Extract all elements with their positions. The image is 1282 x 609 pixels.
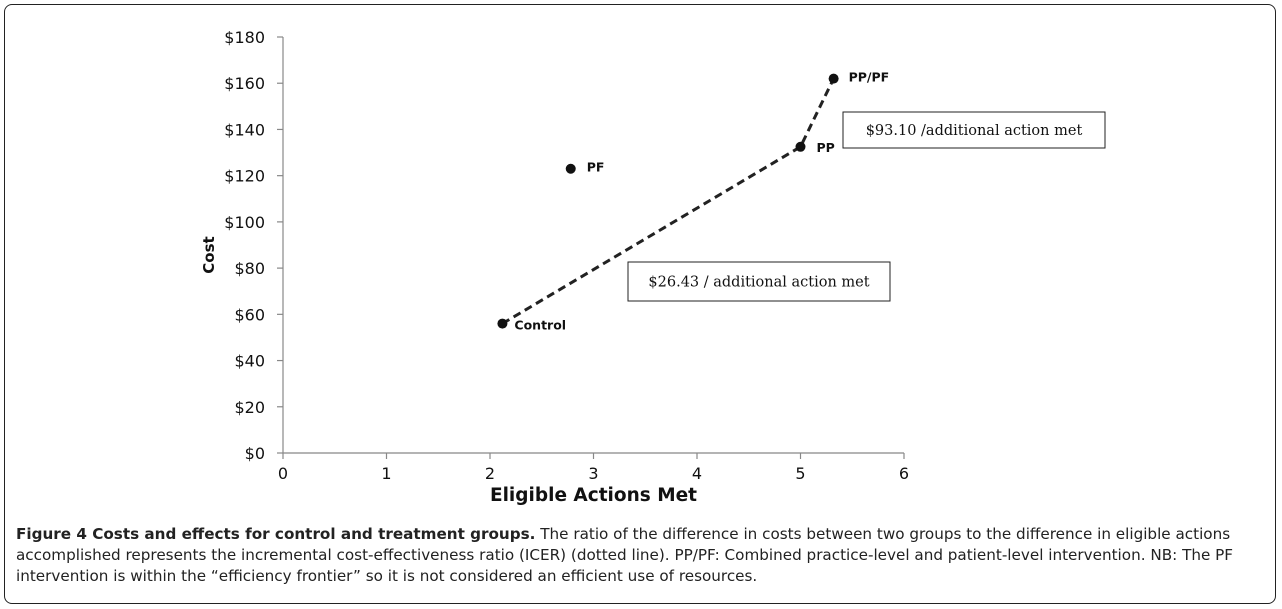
y-tick-label: $100 (224, 213, 265, 232)
caption-title: Figure 4 Costs and effects for control a… (16, 525, 536, 543)
data-point-label: PF (587, 160, 605, 175)
cost-effectiveness-chart: $0 $20 $40 $60 $80 $100 $120 $140 $160 $180 0 1 2 3 4 5… (200, 28, 1106, 506)
figure-caption: Figure 4 Costs and effects for control a… (16, 524, 1266, 587)
x-tick-label: 2 (485, 464, 495, 483)
caption-body: The ratio of the difference in costs bet… (16, 525, 1234, 585)
icer-annotation-pp-ppf-box (842, 111, 1106, 149)
y-tick-label: $180 (224, 28, 265, 47)
y-tick-label: $20 (234, 398, 265, 417)
axes (282, 37, 904, 454)
data-point-pf (565, 163, 576, 174)
x-tick-label: 4 (692, 464, 702, 483)
x-tick-label: 6 (899, 464, 909, 483)
icer-annotation-control-pp-text: $26.43 / additional action met (648, 275, 869, 291)
y-tick-label: $140 (224, 120, 265, 139)
ticks: $0 $20 $40 $60 $80 $100 $120 $140 $160 $180 0 1 2 3 4 5… (224, 28, 909, 483)
data-point-label: Control (514, 318, 566, 333)
x-axis-title: Eligible Actions Met (490, 485, 697, 506)
data-point-control (497, 318, 508, 329)
icer-annotation-control-pp-box (627, 261, 891, 302)
figure-frame (4, 4, 1276, 604)
y-tick-label: $60 (234, 305, 265, 324)
y-axis-title: Cost (200, 236, 218, 273)
x-tick-label: 0 (278, 464, 288, 483)
y-tick-label: $40 (234, 352, 265, 371)
x-tick-label: 1 (381, 464, 391, 483)
x-tick-label: 5 (795, 464, 805, 483)
data-points: Control PF PP PP/PF (497, 70, 889, 333)
y-tick-label: $80 (234, 259, 265, 278)
icer-annotation-pp-ppf-text: $93.10 /additional action met (866, 123, 1083, 139)
y-tick-label: $160 (224, 74, 265, 93)
y-tick-label: $120 (224, 167, 265, 186)
data-point-label: PP/PF (849, 70, 890, 85)
x-tick-label: 3 (588, 464, 598, 483)
efficiency-frontier-line (501, 77, 835, 325)
data-point-label: PP (817, 140, 835, 155)
icer-annotation-control-pp: $26.43 / additional action met (627, 261, 891, 302)
y-tick-label: $0 (245, 444, 265, 463)
data-point-pp-pf (828, 73, 839, 84)
data-point-pp (795, 141, 806, 152)
icer-annotation-pp-ppf: $93.10 /additional action met (842, 111, 1106, 149)
